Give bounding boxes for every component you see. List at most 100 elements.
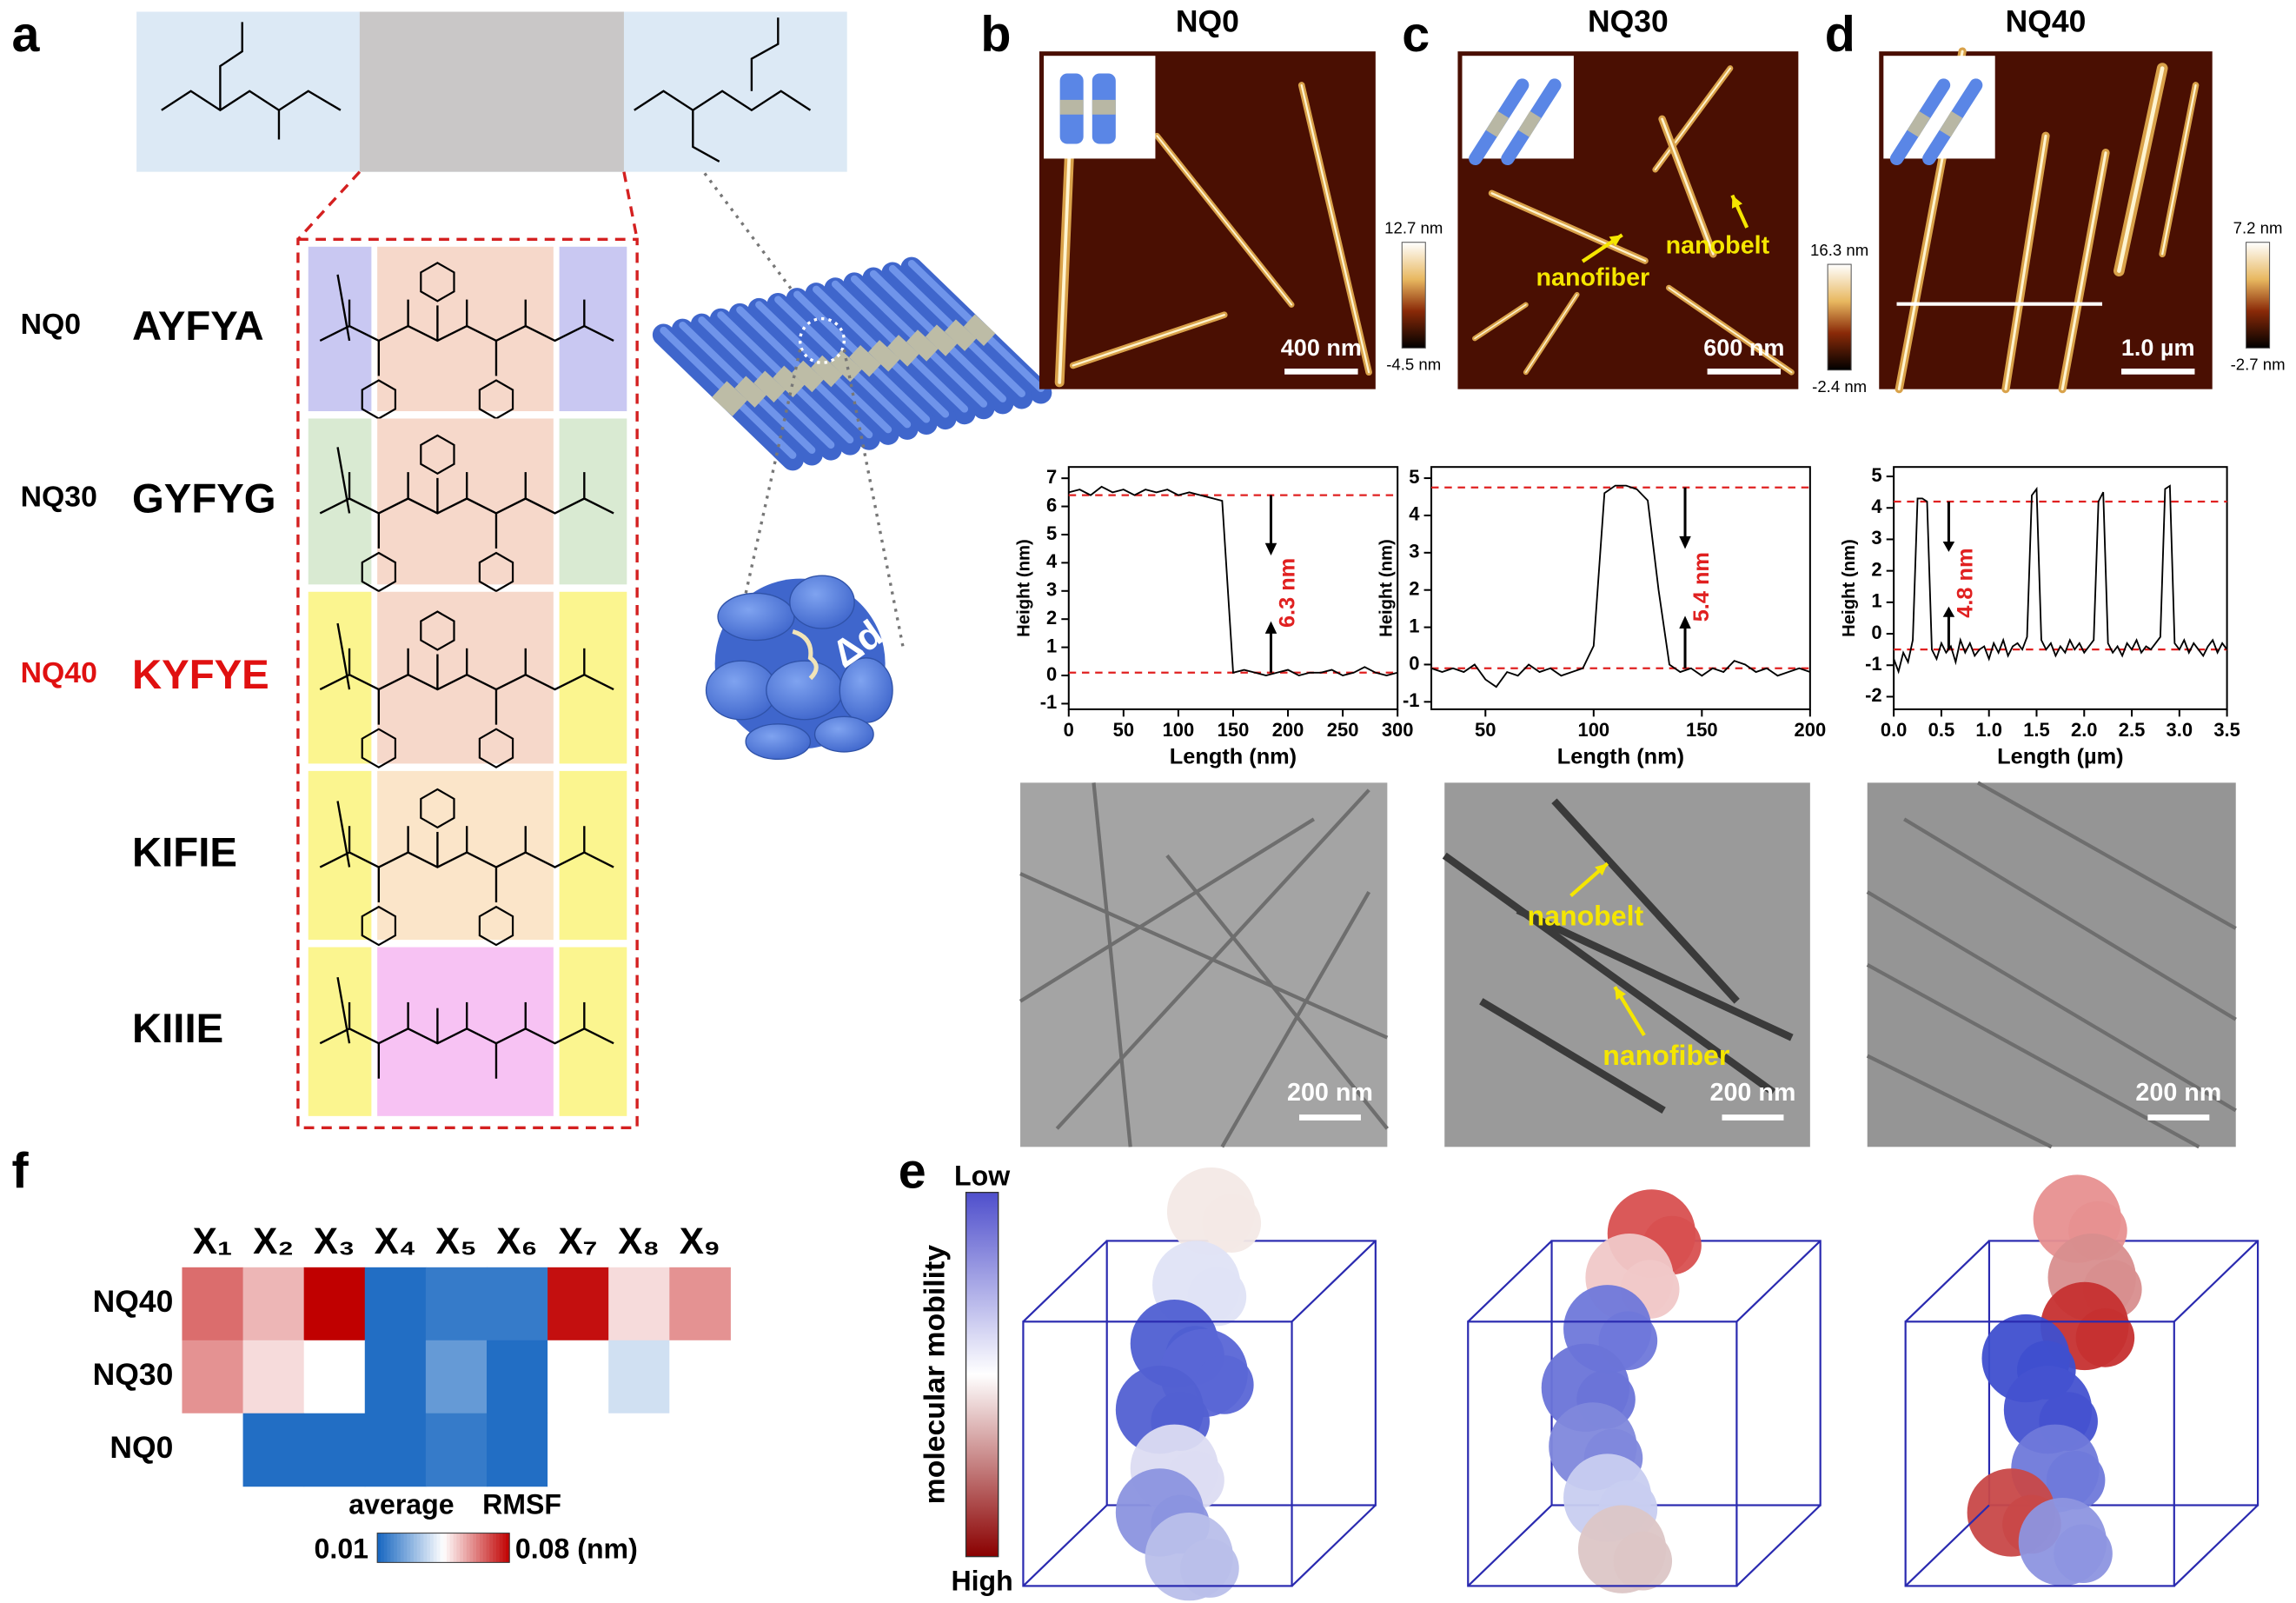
heatmap-cell (547, 1340, 609, 1414)
peptide-id: NQ40 (21, 656, 97, 689)
tem-fiber (1516, 907, 1794, 1041)
rod-core (921, 324, 958, 360)
colorbar-step (489, 1533, 494, 1563)
y-tick-label: 1 (1046, 635, 1057, 656)
tem-fiber (1019, 872, 1389, 1040)
dimension-arrow-head (1264, 542, 1277, 556)
heatmap-cell (608, 1413, 670, 1487)
fiber-core (1490, 192, 1647, 263)
fiber-core (1156, 135, 1293, 306)
colorbar-step (479, 1533, 484, 1563)
y-axis-label: Height (nm) (1377, 539, 1397, 637)
heatmap-cell (364, 1267, 427, 1341)
cube-edge (1735, 1504, 1822, 1587)
rod-core (806, 355, 843, 391)
x-tick-label: 200 (1795, 719, 1827, 741)
rod-core (787, 360, 824, 396)
residue-cell (559, 947, 627, 1116)
residue-cell (308, 246, 372, 411)
heatmap-cell (182, 1340, 244, 1414)
fiber-core (1072, 314, 1225, 367)
tem-fiber (1903, 817, 2237, 1021)
y-tick-label: 2 (1871, 558, 1881, 580)
x-tick-label: 150 (1686, 719, 1718, 741)
mobility-colorbar (965, 1192, 999, 1558)
inset-belt-core (1059, 99, 1084, 115)
fiber-core (2004, 134, 2047, 391)
tem-fiber (1092, 782, 1132, 1147)
annotation: 5.4 nm (1689, 552, 1714, 622)
heatmap-cell (303, 1267, 366, 1341)
panel-label: a (12, 7, 41, 63)
rod-core (883, 335, 919, 370)
y-tick-label: 3 (1409, 541, 1419, 562)
residue-cell (308, 947, 372, 1116)
colorbar-step (407, 1533, 411, 1563)
residue-cell (377, 770, 554, 941)
plot-frame (1893, 466, 2228, 710)
row-label: NQ30 (93, 1357, 174, 1392)
ring-sketch (478, 551, 514, 593)
residue-cell (559, 418, 627, 585)
fiber-core (2117, 66, 2165, 273)
tem-fiber (1866, 1054, 2053, 1149)
ring-sketch (420, 262, 455, 303)
x-tick-label: 0 (1064, 719, 1074, 741)
colorbar-step (420, 1533, 424, 1563)
colorbar-max: 16.3 nm (1810, 241, 1868, 259)
y-tick-label: 1 (1409, 615, 1419, 636)
guide-line (732, 349, 802, 647)
colorbar-step (456, 1533, 461, 1563)
colorbar-step (396, 1533, 401, 1563)
heatmap-cell (669, 1413, 731, 1487)
cube-edge (1022, 1504, 1108, 1587)
colorbar-max: 12.7 nm (1384, 218, 1443, 236)
residue-cell (559, 770, 627, 941)
annotation: 4.8 nm (1953, 548, 1977, 617)
column-label: X₆ (496, 1221, 537, 1261)
peptide-sequence: AYFYA (132, 303, 264, 349)
colorbar-step (394, 1533, 398, 1563)
fiber-core (1661, 117, 1715, 256)
dimension-arrow-head (1679, 615, 1691, 629)
sidechain-sketch (336, 274, 351, 342)
scale-bar-label: 600 nm (1703, 335, 1784, 361)
tem-fiber (1055, 788, 1370, 1130)
nanostructure-stack (652, 256, 1052, 471)
rod-core (864, 340, 900, 376)
residue-cell (308, 591, 372, 764)
annotation: 6.3 nm (1275, 558, 1299, 628)
y-tick-label: 5 (1046, 522, 1057, 544)
scale-bar-label: 1.0 µm (2121, 335, 2195, 361)
variable-region (359, 11, 624, 172)
colorbar-bottom-label: High (951, 1566, 1012, 1597)
height-colorbar (1401, 242, 1426, 349)
sphere-packing (705, 575, 893, 761)
dimension-arrow-head (1942, 606, 1955, 617)
colorbar-step (460, 1533, 464, 1563)
backbone-sketch (634, 90, 812, 112)
colorbar-max: 7.2 nm (2233, 218, 2283, 236)
row-label: NQ40 (93, 1284, 174, 1319)
dimension-arrow-head (1264, 621, 1277, 634)
colorbar-step (440, 1533, 444, 1563)
molecule-lobe (1195, 1355, 1254, 1414)
sphere (745, 723, 812, 761)
colorbar-top-label: Low (954, 1160, 1011, 1191)
guide-line (703, 172, 824, 332)
column-label: X₂ (253, 1221, 294, 1261)
y-tick-label: 5 (1409, 466, 1419, 488)
scale-bar-label: 400 nm (1281, 335, 1362, 361)
heatmap-cell (242, 1413, 305, 1487)
zoom-box (296, 237, 639, 1130)
row-label: NQ0 (109, 1430, 173, 1465)
rod-core (959, 314, 996, 350)
heatmap-cell (608, 1340, 670, 1414)
colorbar-step (443, 1533, 448, 1563)
heatmap-cell (182, 1267, 244, 1341)
y-tick-label: 4 (1409, 503, 1420, 525)
line-series (1430, 484, 1811, 688)
x-tick-label: 1.0 (1975, 719, 2002, 741)
x-tick-label: 0.0 (1881, 719, 1908, 741)
y-tick-label: 7 (1046, 466, 1057, 488)
